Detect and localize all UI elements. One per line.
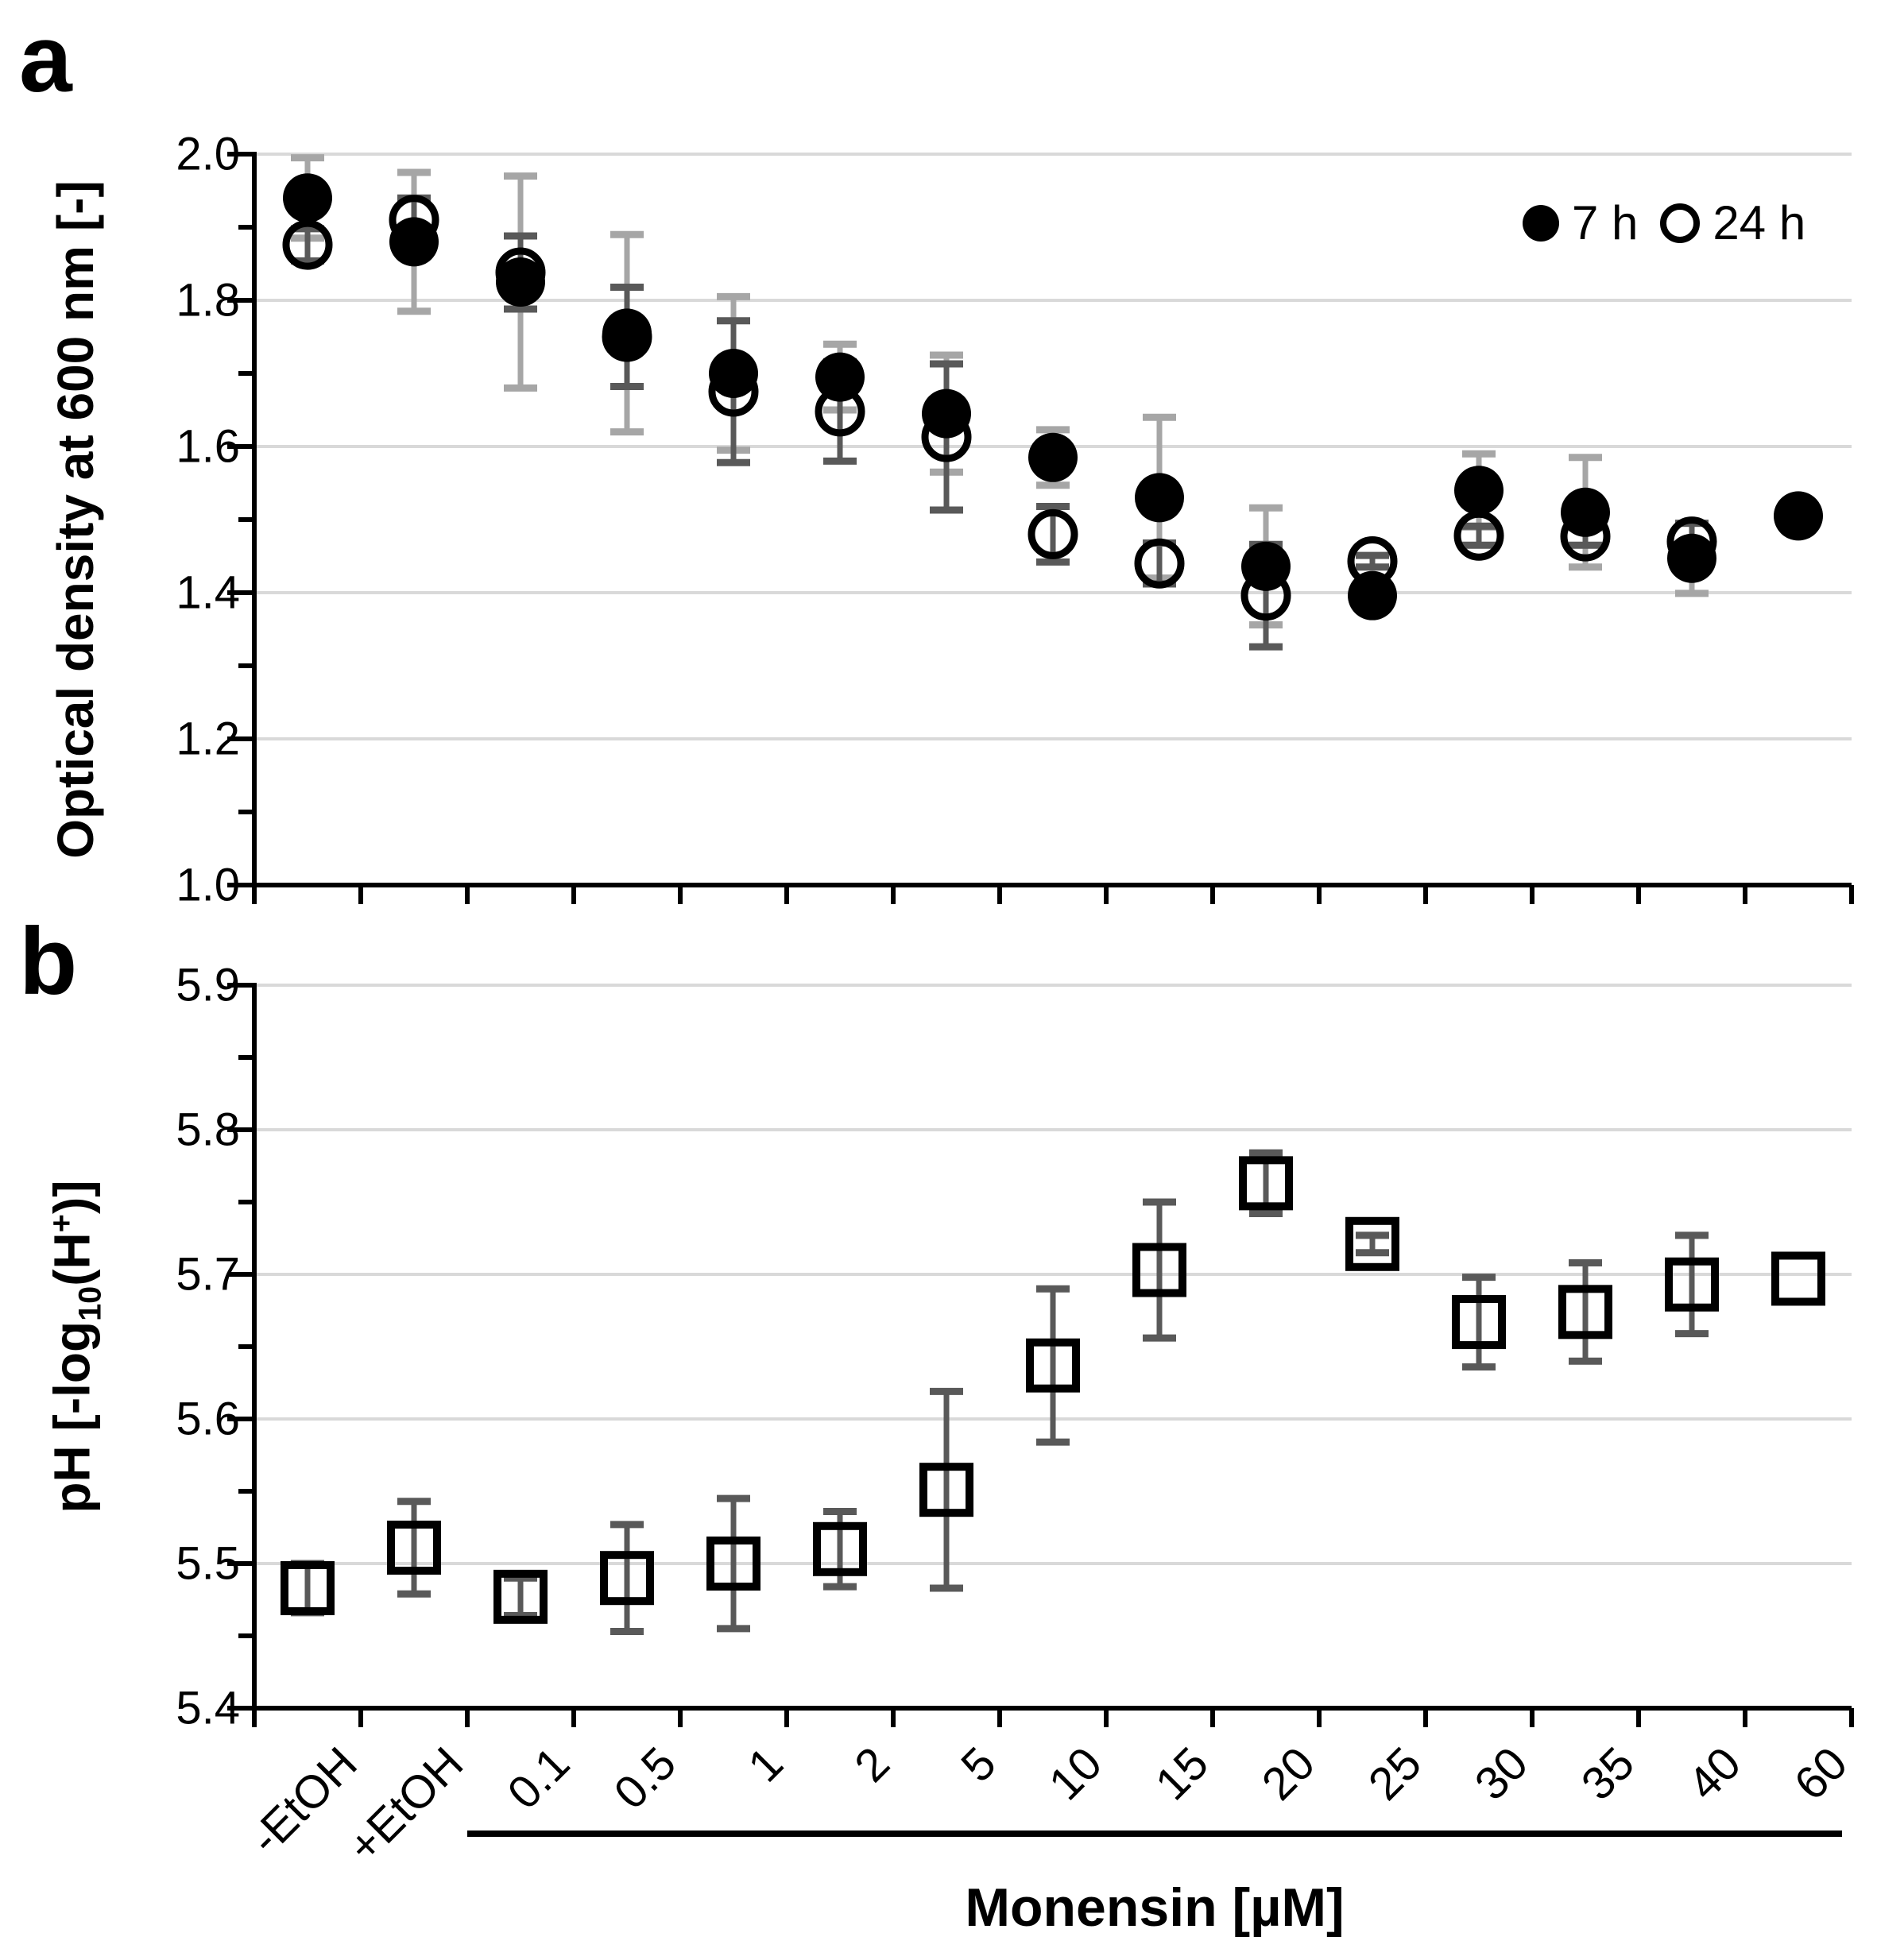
y-tick-label-panel-a: 1.0 [176, 859, 240, 911]
legend-label-7h: 7 h [1572, 196, 1639, 249]
y-axis-title-b-suffix: )] [43, 1180, 101, 1215]
data-point-7h [1774, 491, 1823, 541]
data-point-ph [1345, 1216, 1399, 1271]
data-point-ph [706, 1537, 760, 1591]
y-axis-title-b-subscript: 10 [72, 1285, 108, 1321]
legend-label-24h: 24 h [1713, 196, 1806, 249]
data-point-24h [495, 247, 546, 298]
data-point-ph [1452, 1295, 1506, 1350]
data-point-ph [1132, 1243, 1186, 1297]
data-point-7h [1028, 432, 1078, 482]
y-axis-title-panel-b: pH [-log10(H+)] [43, 1180, 109, 1513]
y-tick-label-panel-a: 1.6 [176, 420, 240, 473]
panel-a-letter: a [19, 6, 72, 112]
data-point-24h [1134, 538, 1185, 589]
data-point-24h [1453, 510, 1504, 561]
y-axis-title-b-prefix: pH [-log [43, 1320, 101, 1513]
data-point-24h [1240, 570, 1291, 621]
y-tick-label-panel-a: 1.4 [176, 566, 240, 619]
y-axis-title-b-superscript: + [44, 1214, 79, 1233]
data-point-ph [1665, 1257, 1719, 1312]
y-tick-label-panel-b: 5.8 [176, 1104, 240, 1156]
data-point-ph [919, 1463, 973, 1517]
data-point-7h [815, 352, 865, 402]
data-point-ph [493, 1569, 548, 1624]
data-point-ph [813, 1521, 867, 1576]
data-point-24h [282, 219, 333, 270]
data-point-ph [1558, 1285, 1612, 1340]
y-tick-label-panel-b: 5.7 [176, 1248, 240, 1301]
data-point-24h [1028, 508, 1078, 559]
y-tick-label-panel-b: 5.4 [176, 1682, 240, 1734]
y-axis-title-b-mid: (H [43, 1232, 101, 1286]
y-tick-label-panel-b: 5.6 [176, 1393, 240, 1445]
y-tick-label-panel-b: 5.5 [176, 1537, 240, 1590]
y-tick-label-panel-a: 1.2 [176, 713, 240, 765]
data-point-7h [1135, 473, 1184, 523]
data-point-24h [602, 311, 652, 362]
data-point-24h [1347, 535, 1398, 586]
x-axis-title: Monensin [µM] [965, 1877, 1345, 1938]
y-tick-label-panel-a: 2.0 [176, 128, 240, 180]
data-point-ph [281, 1560, 335, 1615]
y-tick-label-panel-a: 1.8 [176, 274, 240, 327]
data-point-ph [1239, 1156, 1293, 1211]
data-point-24h [1666, 516, 1717, 567]
legend: 7 h 24 h [1523, 195, 1805, 250]
data-point-ph [1771, 1251, 1825, 1306]
data-point-7h [1348, 570, 1397, 620]
data-point-ph [600, 1551, 654, 1606]
panel-b-letter: b [19, 908, 78, 1015]
data-point-24h [815, 386, 865, 437]
legend-item-7h: 7 h [1523, 195, 1638, 250]
filled-circle-icon [1523, 204, 1559, 242]
y-tick-label-panel-b: 5.9 [176, 959, 240, 1011]
data-point-24h [1560, 511, 1611, 562]
data-point-24h [389, 195, 439, 245]
data-point-24h [708, 366, 759, 417]
open-circle-icon [1660, 203, 1701, 243]
data-point-24h [921, 412, 972, 462]
legend-item-24h: 24 h [1660, 195, 1805, 250]
data-point-7h [1667, 533, 1716, 583]
data-point-ph [1026, 1338, 1080, 1393]
data-point-7h [1454, 466, 1504, 516]
data-point-7h [496, 257, 545, 307]
data-point-7h [283, 173, 332, 223]
y-axis-title-panel-a: Optical density at 600 nm [-] [47, 180, 104, 859]
data-point-ph [387, 1520, 441, 1575]
